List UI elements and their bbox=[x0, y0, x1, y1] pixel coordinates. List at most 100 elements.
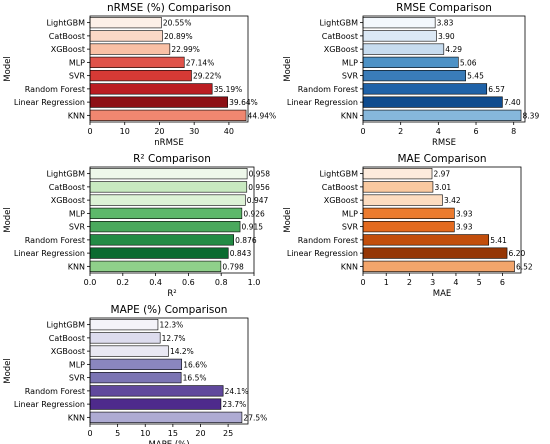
x-tick-label: 10 bbox=[120, 127, 130, 136]
bar-xgboost bbox=[362, 43, 445, 55]
data-label: 4.29 bbox=[445, 45, 462, 54]
category-label: Random Forest bbox=[298, 236, 358, 245]
x-tick-label: 0.4 bbox=[149, 278, 162, 287]
bar-svr bbox=[89, 221, 241, 233]
category-label: MLP bbox=[342, 209, 358, 218]
category-label: CatBoost bbox=[322, 183, 358, 192]
bar-random-forest bbox=[89, 234, 234, 246]
plot-frame bbox=[89, 166, 255, 274]
bar-linear-regression bbox=[89, 96, 228, 108]
chart-panel-4: MAPE (%) Comparison LightGBM 12.3% CatBoost… bbox=[3, 304, 267, 444]
category-label: XGBoost bbox=[51, 45, 85, 54]
category-label: SVR bbox=[69, 72, 86, 81]
category-label: Random Forest bbox=[25, 236, 85, 245]
x-tick-label: 4 bbox=[436, 127, 441, 136]
chart-title: nRMSE (%) Comparison bbox=[107, 2, 231, 14]
chart-title: MAPE (%) Comparison bbox=[111, 304, 228, 316]
data-label: 5.45 bbox=[467, 72, 484, 81]
y-axis-label: Model bbox=[283, 207, 293, 233]
bar-random-forest bbox=[89, 83, 213, 95]
data-label: 0.956 bbox=[248, 183, 270, 192]
data-label: 3.90 bbox=[438, 32, 455, 41]
data-label: 3.93 bbox=[456, 209, 473, 218]
data-label: 5.06 bbox=[460, 58, 477, 67]
x-tick-label: 0.0 bbox=[84, 278, 97, 287]
category-label: LightGBM bbox=[46, 19, 85, 28]
category-label: KNN bbox=[341, 262, 358, 271]
chart-title: RMSE Comparison bbox=[396, 2, 492, 14]
category-label: SVR bbox=[69, 223, 86, 232]
bar-catboost bbox=[362, 30, 437, 42]
chart-panel-0: nRMSE (%) Comparison LightGBM 20.55% CatBoo… bbox=[3, 2, 276, 148]
chart-title: MAE Comparison bbox=[397, 153, 486, 165]
bar-knn bbox=[89, 109, 247, 121]
data-label: 44.94% bbox=[248, 111, 277, 120]
x-axis-label: R² bbox=[167, 289, 176, 299]
category-label: CatBoost bbox=[49, 32, 85, 41]
category-label: KNN bbox=[68, 262, 85, 271]
bar-linear-regression bbox=[362, 247, 508, 259]
category-label: KNN bbox=[68, 413, 85, 422]
x-tick-label: 0 bbox=[360, 127, 365, 136]
x-tick-label: 0.2 bbox=[116, 278, 129, 287]
data-label: 0.798 bbox=[222, 262, 244, 271]
data-label: 0.876 bbox=[235, 236, 257, 245]
bar-knn bbox=[89, 411, 243, 423]
bar-linear-regression bbox=[89, 398, 222, 410]
bar-catboost bbox=[89, 30, 163, 42]
bar-lightgbm bbox=[362, 17, 436, 29]
data-label: 6.57 bbox=[488, 85, 505, 94]
category-label: XGBoost bbox=[51, 196, 85, 205]
x-tick-label: 6 bbox=[473, 127, 478, 136]
data-label: 0.947 bbox=[247, 196, 269, 205]
bar-lightgbm bbox=[362, 168, 433, 180]
plot-frame bbox=[89, 317, 249, 425]
chart-panel-3: MAE Comparison LightGBM 2.97 CatBoost 3.01 XG… bbox=[283, 153, 533, 299]
x-axis-label: MAPE (%) bbox=[148, 440, 189, 444]
bar-mlp bbox=[362, 56, 459, 68]
category-label: Linear Regression bbox=[14, 249, 85, 258]
category-label: Linear Regression bbox=[287, 249, 358, 258]
data-label: 16.5% bbox=[183, 374, 207, 383]
bar-random-forest bbox=[362, 234, 490, 246]
data-label: 39.64% bbox=[229, 98, 258, 107]
x-tick-label: 15 bbox=[168, 429, 178, 438]
x-tick-label: 25 bbox=[223, 429, 233, 438]
data-label: 5.41 bbox=[490, 236, 507, 245]
x-axis-label: nRMSE bbox=[154, 138, 183, 148]
x-tick-label: 10 bbox=[140, 429, 150, 438]
bar-svr bbox=[362, 70, 466, 82]
category-label: MLP bbox=[69, 209, 85, 218]
data-label: 14.2% bbox=[170, 347, 194, 356]
x-tick-label: 40 bbox=[224, 127, 234, 136]
x-axis-label: MAE bbox=[433, 289, 452, 299]
data-label: 3.42 bbox=[444, 196, 461, 205]
bar-knn bbox=[362, 260, 515, 272]
category-label: Linear Regression bbox=[287, 98, 358, 107]
data-label: 16.6% bbox=[183, 360, 207, 369]
x-tick-label: 1.0 bbox=[248, 278, 261, 287]
x-tick-label: 4 bbox=[453, 278, 458, 287]
bar-lightgbm bbox=[89, 319, 159, 331]
category-label: MLP bbox=[69, 58, 85, 67]
category-label: LightGBM bbox=[46, 170, 85, 179]
data-label: 27.5% bbox=[243, 413, 267, 422]
x-tick-label: 5 bbox=[477, 278, 482, 287]
bar-random-forest bbox=[362, 83, 488, 95]
category-label: XGBoost bbox=[324, 45, 358, 54]
x-axis-label: RMSE bbox=[432, 138, 456, 148]
data-label: 0.915 bbox=[242, 223, 264, 232]
data-label: 12.3% bbox=[159, 321, 183, 330]
bar-random-forest bbox=[89, 385, 224, 397]
bar-svr bbox=[362, 221, 455, 233]
bar-mlp bbox=[89, 56, 185, 68]
plot-frame bbox=[89, 15, 249, 123]
category-label: CatBoost bbox=[49, 334, 85, 343]
bar-xgboost bbox=[362, 194, 443, 206]
x-tick-label: 0.6 bbox=[182, 278, 195, 287]
x-tick-label: 0 bbox=[87, 127, 92, 136]
bar-linear-regression bbox=[362, 96, 503, 108]
x-tick-label: 20 bbox=[154, 127, 164, 136]
category-label: SVR bbox=[342, 223, 359, 232]
